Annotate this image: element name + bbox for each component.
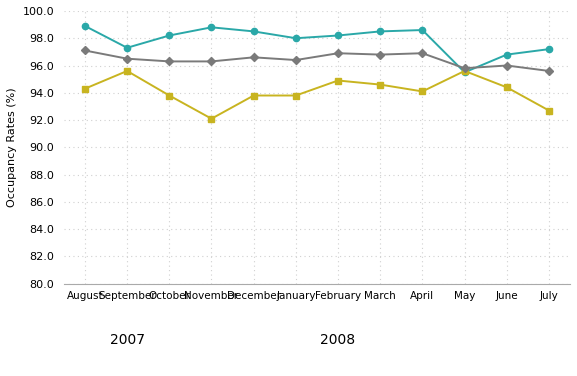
Total
Occupancy Rates [123, 56, 130, 61]
Residential
Occupancy Rates [545, 108, 552, 113]
Residential
Occupancy Rates [293, 93, 299, 98]
Total
Occupancy Rates [377, 52, 384, 57]
Office
Occupancy Rates [419, 28, 426, 32]
Office
Occupancy Rates [293, 36, 299, 41]
Total
Occupancy Rates [250, 55, 257, 59]
Office
Occupancy Rates [250, 29, 257, 34]
Total
Occupancy Rates [461, 66, 468, 70]
Residential
Occupancy Rates [208, 117, 215, 121]
Line: Residential
Occupancy Rates: Residential Occupancy Rates [82, 68, 552, 122]
Text: 2007: 2007 [110, 333, 145, 347]
Total
Occupancy Rates [81, 48, 88, 53]
Residential
Occupancy Rates [503, 85, 510, 89]
Line: Total
Occupancy Rates: Total Occupancy Rates [82, 47, 552, 74]
Residential
Occupancy Rates [123, 69, 130, 73]
Office
Occupancy Rates [461, 70, 468, 74]
Office
Occupancy Rates [81, 24, 88, 28]
Office
Occupancy Rates [166, 33, 173, 38]
Line: Office
Occupancy Rates: Office Occupancy Rates [82, 23, 552, 76]
Total
Occupancy Rates [293, 58, 299, 62]
Y-axis label: Occupancy Rates (%): Occupancy Rates (%) [7, 88, 17, 207]
Total
Occupancy Rates [166, 59, 173, 64]
Residential
Occupancy Rates [377, 82, 384, 87]
Office
Occupancy Rates [545, 47, 552, 52]
Office
Occupancy Rates [335, 33, 342, 38]
Residential
Occupancy Rates [335, 78, 342, 83]
Residential
Occupancy Rates [461, 69, 468, 73]
Office
Occupancy Rates [123, 45, 130, 50]
Office
Occupancy Rates [503, 52, 510, 57]
Total
Occupancy Rates [335, 51, 342, 56]
Residential
Occupancy Rates [419, 89, 426, 94]
Office
Occupancy Rates [208, 25, 215, 30]
Residential
Occupancy Rates [250, 93, 257, 98]
Text: 2008: 2008 [320, 333, 355, 347]
Total
Occupancy Rates [503, 63, 510, 68]
Office
Occupancy Rates [377, 29, 384, 34]
Total
Occupancy Rates [545, 69, 552, 73]
Residential
Occupancy Rates [166, 93, 173, 98]
Total
Occupancy Rates [208, 59, 215, 64]
Residential
Occupancy Rates [81, 86, 88, 91]
Total
Occupancy Rates [419, 51, 426, 56]
